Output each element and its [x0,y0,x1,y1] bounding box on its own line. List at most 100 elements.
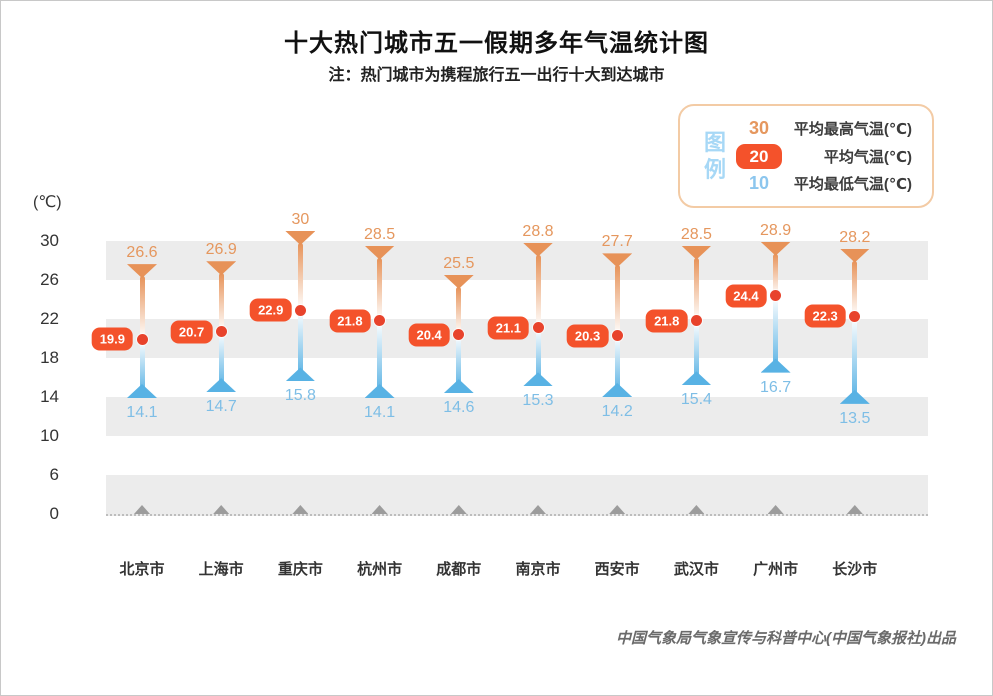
avg-temp-dot [294,304,306,316]
temperature-range-stem [773,253,779,369]
baseline-marker [450,505,467,514]
grid-band [106,475,928,516]
legend-max-label: 平均最高气温(℃) [793,121,912,138]
min-temp-marker [206,378,237,393]
credit-text: 中国气象局气象宣传与科普中心(中国气象报社)出品 [616,630,956,647]
min-temp-label: 15.3 [522,392,554,410]
avg-temp-dot [611,330,623,342]
avg-temp-badge: 24.4 [725,284,767,308]
x-axis-city-label: 长沙市 [832,561,878,578]
min-temp-label: 16.7 [760,378,792,396]
avg-temp-badge: 20.7 [170,320,213,344]
legend-item-avg: 20 平均气温(℃) [736,143,912,170]
max-temp-label: 27.7 [601,233,633,251]
legend-item-max: 30 平均最高气温(℃) [736,115,912,142]
max-temp-label: 28.5 [364,225,396,243]
baseline-marker [371,505,388,514]
min-temp-marker [523,372,553,387]
y-tick-label: 30 [40,231,59,250]
max-temp-label: 28.8 [522,222,554,240]
avg-temp-badge: 21.8 [329,309,371,333]
x-axis-city-label: 广州市 [753,561,799,578]
avg-temp-badge: 20.3 [566,324,609,348]
avg-temp-dot [532,322,544,334]
legend-title: 图例 [704,130,727,182]
max-temp-label: 26.6 [126,244,158,262]
x-axis-city-label: 南京市 [515,561,561,578]
min-temp-label: 14.1 [364,404,396,422]
avg-temp-badge: 21.8 [646,309,688,333]
min-temp-label: 14.2 [601,403,633,421]
legend-rows: 30 平均最高气温(℃) 20 平均气温(℃) 10 平均最低气温(℃) [736,115,912,197]
x-axis-city-label: 杭州市 [357,561,403,578]
temperature-range-stem [614,265,620,394]
y-tick-label: 6 [49,465,59,484]
max-temp-label: 25.5 [443,254,475,272]
avg-temp-badge: 22.3 [804,304,846,328]
max-temp-marker [443,274,474,289]
baseline-marker [292,505,309,514]
max-temp-label: 28.5 [680,225,712,243]
avg-temp-dot [136,333,148,345]
y-tick-label: 22 [40,309,59,328]
x-axis-city-label: 重庆市 [277,561,323,578]
grid-band [106,397,928,436]
min-temp-marker [364,384,395,399]
legend-min-swatch: 10 [748,173,770,193]
avg-temp-badge: 21.1 [487,316,529,340]
x-axis-city-label: 北京市 [119,561,165,578]
baseline-marker [213,505,230,514]
avg-temp-dot [215,326,227,338]
y-tick-label: 18 [40,348,59,367]
legend-min-label: 平均最低气温(℃) [793,176,912,193]
baseline-marker [767,505,784,514]
avg-temp-dot [849,310,861,322]
temperature-range-stem [535,254,541,383]
min-temp-label: 14.7 [205,398,237,416]
max-temp-label: 28.9 [760,221,792,239]
avg-temp-badge: 19.9 [91,327,133,351]
baseline-marker [688,505,705,514]
min-temp-marker [285,367,316,382]
x-axis-city-label: 上海市 [198,561,244,578]
baseline-marker [530,505,546,514]
min-temp-label: 15.8 [284,387,316,405]
x-axis-city-label: 武汉市 [673,561,719,578]
max-temp-label: 26.9 [205,241,237,259]
avg-temp-dot [453,329,465,341]
min-temp-marker [681,371,712,386]
chart-title: 十大热门城市五一假期多年气温统计图 [284,30,709,57]
y-tick-label: 14 [40,387,59,406]
baseline-marker [846,505,863,514]
min-temp-label: 14.6 [443,399,475,417]
legend-avg-label: 平均气温(℃) [823,148,912,166]
y-axis-unit-label: (℃) [33,194,62,211]
avg-temp-dot [690,315,702,327]
legend-item-min: 10 平均最低气温(℃) [736,170,912,197]
min-temp-marker [602,383,633,398]
y-tick-label: 10 [40,426,59,445]
min-temp-marker [760,358,791,373]
avg-temp-dot [770,290,782,302]
chart-subtitle: 注：热门城市为携程旅行五一出行十大到达城市 [328,67,665,84]
avg-temp-dot [374,315,386,327]
legend-box: 图例 30 平均最高气温(℃) 20 平均气温(℃) 10 平均最低气温(℃) [678,104,934,208]
legend-max-swatch: 30 [748,118,770,138]
y-tick-label: 0 [49,504,59,523]
min-temp-marker [443,379,474,394]
min-temp-label: 15.4 [680,391,712,409]
baseline-marker [134,505,150,514]
avg-temp-badge: 20.4 [408,323,450,347]
x-axis-city-label: 西安市 [594,561,640,578]
y-tick-label: 26 [40,270,59,289]
min-temp-marker [127,384,157,399]
avg-temp-badge: 22.9 [250,298,292,322]
max-temp-label: 30 [291,211,310,228]
baseline-marker [609,505,626,514]
min-temp-label: 13.5 [839,409,871,427]
temperature-range-stem [852,260,858,400]
max-temp-label: 28.2 [839,228,871,246]
grid-band [106,241,928,280]
x-axis-city-label: 成都市 [436,561,482,578]
